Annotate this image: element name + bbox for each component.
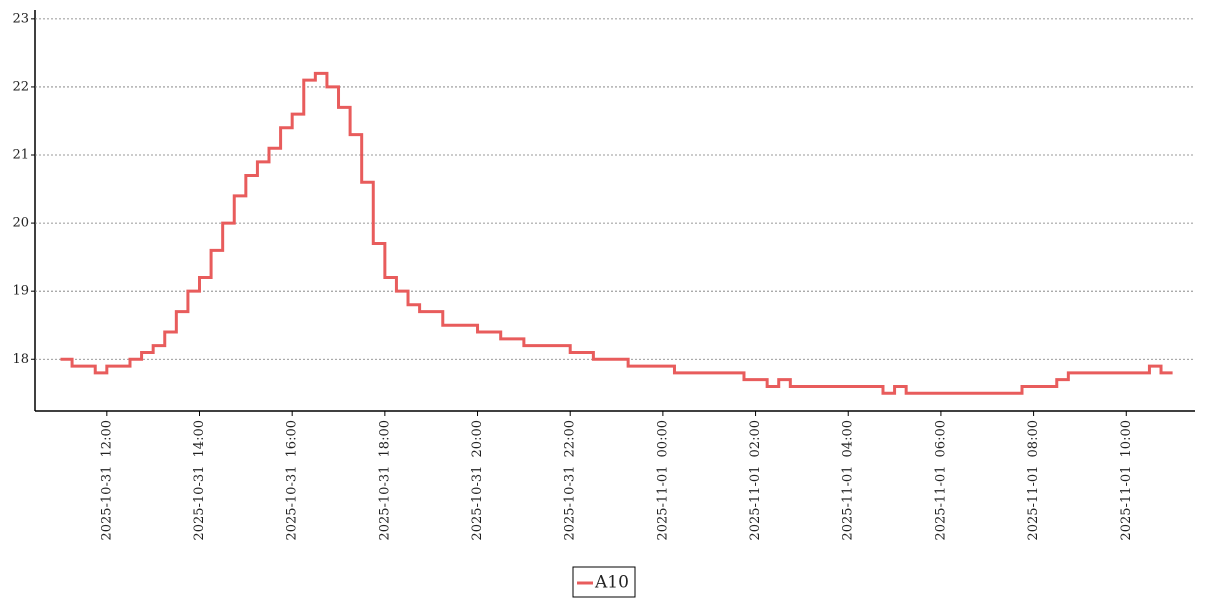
legend-label: A10 bbox=[594, 573, 629, 593]
x-tick-label: 2025-10-31 20:00 bbox=[470, 420, 485, 541]
legend: A10 bbox=[572, 566, 636, 598]
x-tick-label: 2025-11-01 04:00 bbox=[841, 420, 856, 541]
x-tick-label: 2025-11-01 02:00 bbox=[748, 420, 763, 541]
x-tick-label: 2025-11-01 06:00 bbox=[933, 420, 948, 541]
x-tick-label: 2025-10-31 18:00 bbox=[377, 420, 392, 541]
y-tick-label: 19 bbox=[12, 284, 29, 299]
y-tick-label: 21 bbox=[12, 148, 29, 163]
x-tick-label: 2025-10-31 16:00 bbox=[285, 420, 300, 541]
y-tick-label: 23 bbox=[12, 11, 29, 26]
y-tick-label: 18 bbox=[12, 352, 29, 367]
x-tick-label: 2025-10-31 14:00 bbox=[192, 420, 207, 541]
y-tick-label: 20 bbox=[12, 216, 29, 231]
x-tick-label: 2025-10-31 12:00 bbox=[99, 420, 114, 541]
data-line bbox=[60, 71, 1173, 395]
x-tick-label: 2025-11-01 10:00 bbox=[1119, 420, 1134, 541]
x-tick-label: 2025-11-01 00:00 bbox=[655, 420, 670, 541]
y-tick-label: 22 bbox=[12, 79, 29, 94]
x-tick-label: 2025-11-01 08:00 bbox=[1026, 420, 1041, 541]
x-tick-label: 2025-10-31 22:00 bbox=[563, 420, 578, 541]
